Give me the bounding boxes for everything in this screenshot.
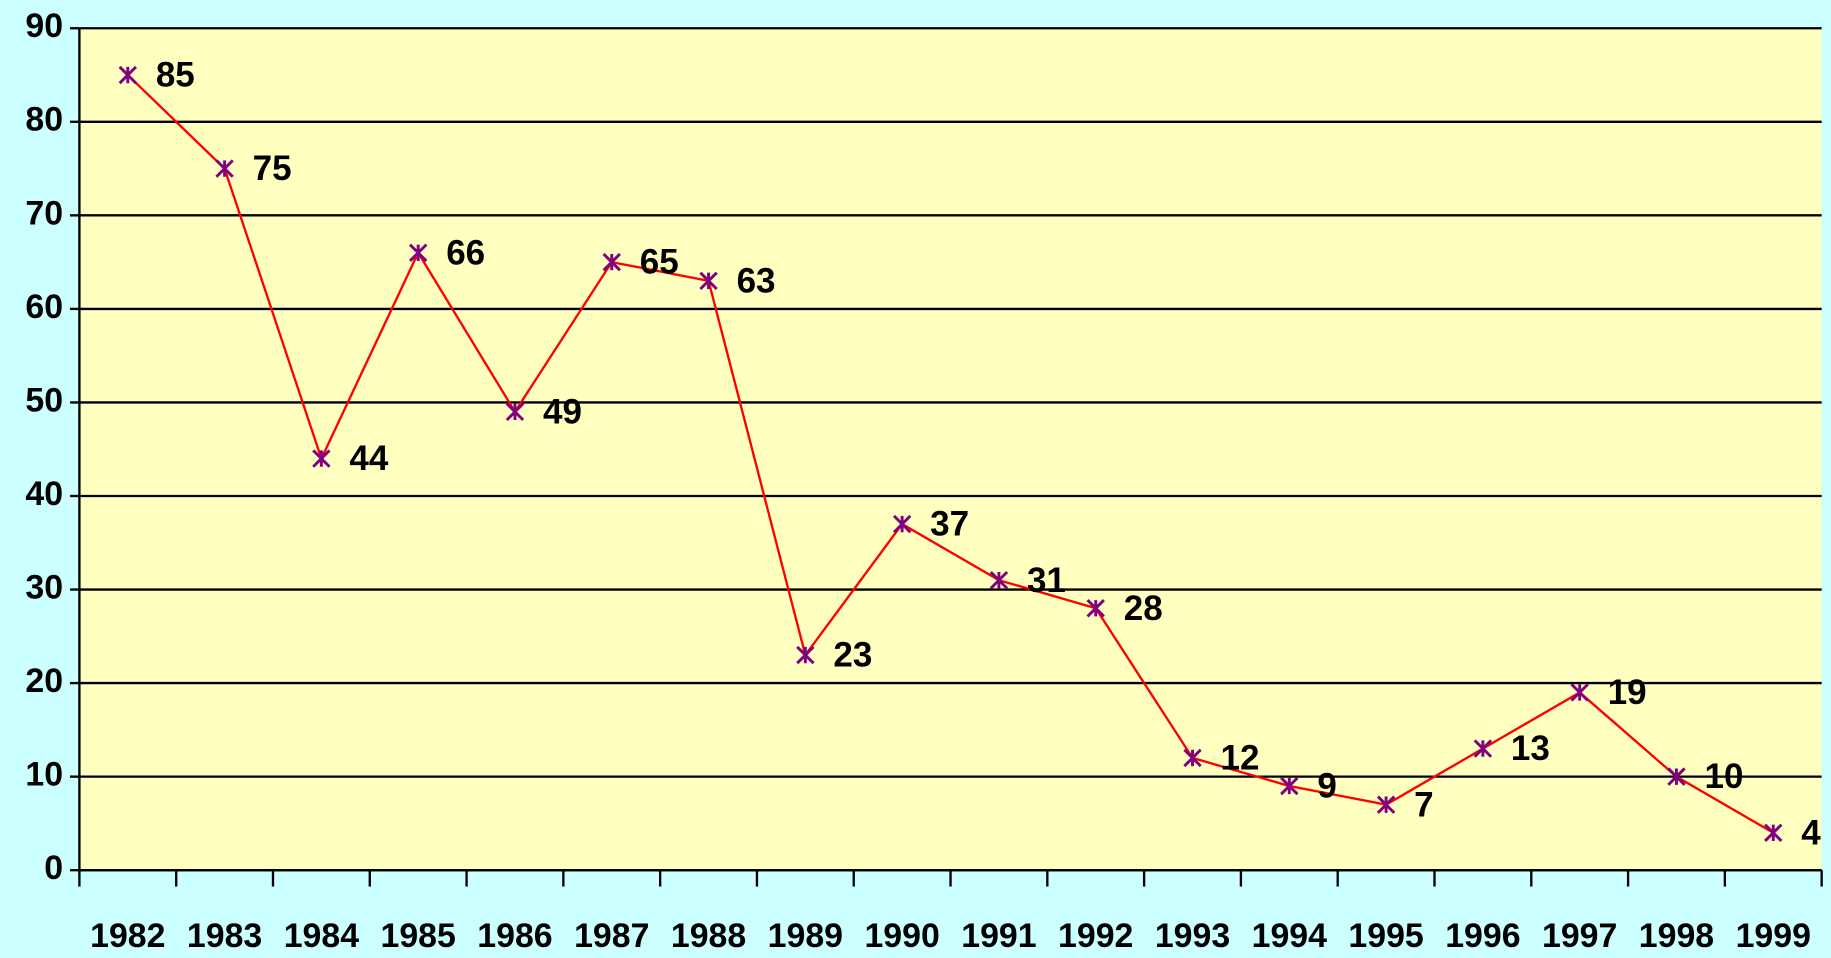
- data-label: 7: [1414, 785, 1433, 824]
- y-tick-label: 70: [25, 194, 63, 232]
- data-label: 75: [253, 149, 292, 188]
- x-tick-label: 1989: [768, 917, 843, 955]
- marker: [312, 449, 331, 468]
- data-label: 63: [737, 261, 776, 300]
- data-label: 19: [1608, 673, 1647, 712]
- y-tick-label: 50: [25, 381, 63, 419]
- marker: [892, 514, 912, 534]
- x-tick-label: 1988: [671, 917, 746, 955]
- marker: [1086, 599, 1105, 618]
- data-label: 66: [446, 233, 485, 272]
- x-tick-label: 1999: [1736, 917, 1811, 955]
- x-tick-label: 1987: [574, 917, 649, 955]
- data-label: 37: [930, 505, 969, 544]
- marker: [1667, 767, 1686, 786]
- y-tick-label: 60: [25, 288, 63, 326]
- marker: [505, 402, 525, 422]
- marker: [408, 243, 428, 262]
- y-tick-label: 0: [44, 849, 63, 887]
- x-tick-label: 1992: [1058, 917, 1133, 955]
- x-tick-label: 1996: [1445, 917, 1520, 955]
- marker: [1570, 683, 1589, 702]
- marker: [118, 65, 138, 85]
- marker: [1473, 739, 1493, 758]
- x-tick-label: 1997: [1542, 917, 1617, 955]
- x-tick-label: 1998: [1639, 917, 1714, 955]
- data-label: 85: [156, 56, 195, 95]
- x-tick-label: 1993: [1155, 917, 1230, 955]
- y-tick-label: 20: [25, 662, 63, 700]
- plot-area: [79, 28, 1822, 871]
- x-tick-label: 1984: [284, 917, 359, 955]
- data-label: 9: [1317, 767, 1336, 806]
- x-tick-label: 1986: [477, 917, 552, 955]
- data-label: 49: [543, 392, 582, 431]
- y-tick-label: 40: [25, 475, 63, 513]
- x-tick-label: 1991: [961, 917, 1036, 955]
- data-label: 65: [640, 243, 679, 282]
- marker: [989, 570, 1009, 590]
- y-tick-label: 10: [25, 756, 63, 794]
- marker: [1183, 748, 1202, 768]
- y-tick-label: 30: [25, 568, 63, 606]
- marker: [796, 645, 815, 665]
- data-label: 23: [833, 636, 872, 675]
- y-tick-label: 90: [25, 7, 63, 45]
- data-label: 12: [1221, 739, 1260, 778]
- data-label: 4: [1801, 813, 1821, 852]
- x-tick-label: 1982: [90, 917, 165, 955]
- x-tick-label: 1983: [187, 917, 262, 955]
- y-tick-label: 80: [25, 101, 63, 139]
- marker: [699, 271, 718, 291]
- x-tick-label: 1990: [864, 917, 939, 955]
- x-tick-label: 1995: [1348, 917, 1423, 955]
- marker: [1376, 795, 1396, 814]
- data-label: 44: [349, 439, 388, 478]
- marker: [215, 159, 234, 178]
- data-label: 13: [1511, 729, 1550, 768]
- x-tick-label: 1994: [1252, 917, 1327, 955]
- marker: [1764, 823, 1783, 842]
- x-tick-label: 1985: [381, 917, 456, 955]
- marker: [602, 252, 621, 272]
- data-label: 31: [1027, 561, 1066, 600]
- data-line: [126, 74, 1774, 834]
- data-label: 10: [1704, 757, 1743, 796]
- marker: [1280, 776, 1299, 796]
- data-label: 28: [1124, 589, 1163, 628]
